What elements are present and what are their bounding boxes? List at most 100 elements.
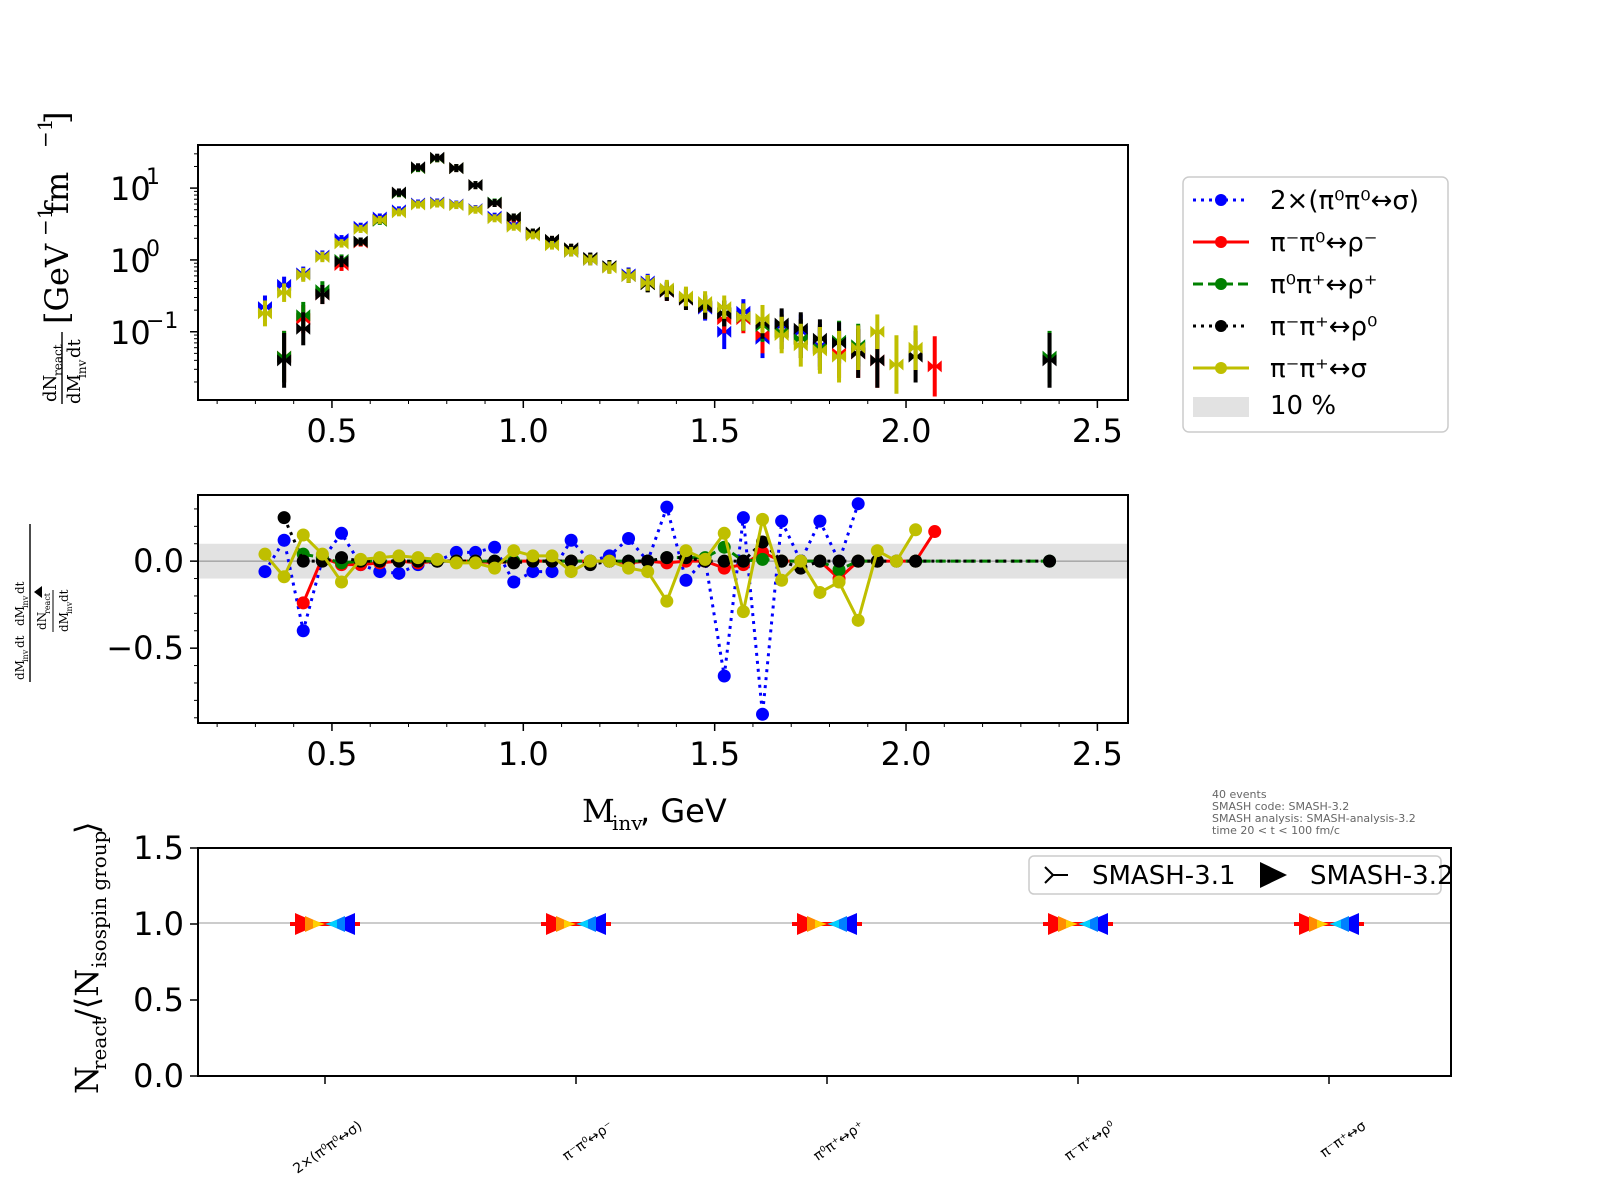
spectrum-s4-point <box>621 268 636 283</box>
ratio-s4-point <box>315 547 329 561</box>
legend: 2×(π⁰π⁰↔σ) π⁻π⁰↔ρ⁻ π⁰π⁺↔ρ⁺ π⁻π⁺↔ρ⁰ π⁻π⁺↔σ 10… <box>1182 176 1449 433</box>
spectrum-s4-point <box>468 203 483 216</box>
ratio-x-tick-label: 2.0 <box>881 735 932 773</box>
spectrum-s4-point <box>372 213 387 226</box>
spectrum-s4-marker <box>334 237 349 250</box>
ratio-s4-point <box>430 552 444 566</box>
yields-y-axis-label: N react /⟨N isospin group ⟩ <box>68 822 111 1094</box>
ratio-s4-point <box>277 570 291 584</box>
ratio-x-tick-label: 1.0 <box>498 735 549 773</box>
ratio-s4-point <box>813 585 827 599</box>
svg-text:/⟨N: /⟨N <box>68 969 106 1020</box>
ratio-s4-point <box>622 561 636 575</box>
ratio-s4-point <box>775 573 789 587</box>
spectrum-s3-point <box>468 179 483 192</box>
spectrum-s3-marker <box>870 354 885 367</box>
ratio-s0-point <box>660 500 674 514</box>
spectrum-s3-point <box>449 162 464 175</box>
ratio-s4-point <box>354 552 368 566</box>
spectrum-s4-point <box>870 314 885 350</box>
spectrum-s4-point <box>698 291 713 313</box>
spectrum-s4-marker <box>870 325 885 338</box>
legend-marker <box>1215 320 1227 332</box>
yield-point-smash-3-2 <box>1329 913 1359 935</box>
tri-right-icon <box>1044 866 1068 884</box>
ratio-s4-point <box>449 556 463 570</box>
run-info-line: SMASH code: SMASH-3.2 <box>1212 800 1349 813</box>
ratio-s0-point <box>622 532 636 546</box>
spectrum-s3-marker <box>315 288 330 301</box>
yields-panel: 0.0 0.5 1.0 1.5 2×(π⁰π⁰↔σ) π⁻π⁰↔ρ⁻ π⁰π⁺↔ρ⁺ π⁻π… <box>68 822 1454 1178</box>
ratio-s0-point <box>545 565 559 579</box>
ratio-s4-point <box>909 523 923 537</box>
ratio-s4-point <box>832 575 846 589</box>
legend-item: π⁻π⁺↔σ <box>1193 354 1367 384</box>
spectrum-s3-point <box>487 197 502 210</box>
ratio-s0-point <box>335 526 349 540</box>
ratio-s3-point <box>507 556 521 570</box>
xlabel-rest: , GeV <box>640 792 727 830</box>
ratio-s4-point <box>258 547 272 561</box>
spectrum-s4-point <box>545 239 560 252</box>
spectrum-s4-point <box>391 206 406 219</box>
spectrum-x-tick-label: 1.5 <box>689 412 740 450</box>
ratio-s4-point <box>698 552 712 566</box>
spectrum-s4-point <box>832 330 847 383</box>
spectrum-s4-marker <box>296 268 311 281</box>
spectrum-x-tick-label: 2.0 <box>881 412 932 450</box>
legend-frame <box>1182 176 1449 433</box>
spectrum-s4-point <box>908 325 923 371</box>
run-info-line: 40 events <box>1212 788 1267 801</box>
spectrum-s4-marker <box>353 222 368 235</box>
ratio-ylabel-num: dN <box>35 612 49 630</box>
spectrum-s3-point <box>391 186 406 199</box>
svg-text:dM: dM <box>13 606 27 626</box>
ratio-s4-point <box>660 594 674 608</box>
xlabel-sub: inv <box>612 811 643 835</box>
spectrum-s4-marker <box>621 269 636 282</box>
spectrum-s4-marker <box>851 341 866 354</box>
ratio-s4-point <box>468 556 482 570</box>
legend-item: π⁻π⁰↔ρ⁻ <box>1193 228 1377 258</box>
yields-y-tick-label: 1.5 <box>133 829 184 867</box>
spectrum-s4-marker <box>812 344 827 357</box>
spectrum-s4-marker <box>736 311 751 324</box>
spectrum-s4-marker <box>678 290 693 303</box>
legend-band-swatch <box>1193 397 1249 417</box>
spectrum-s4-marker <box>564 245 579 258</box>
ratio-s0-point <box>717 669 731 683</box>
spectrum-y-tick-base: 10 <box>110 314 151 352</box>
spectrum-s3-point <box>315 284 330 305</box>
ratio-s0-point <box>526 565 540 579</box>
spectrum-s3-marker <box>430 151 445 164</box>
ratio-s0-point <box>488 540 502 554</box>
spectrum-s3-marker <box>277 354 292 367</box>
spectrum-s3-point <box>411 161 426 174</box>
yield-marker-right-core <box>325 920 337 928</box>
ratio-s0-point <box>277 533 291 547</box>
ratio-s4-point <box>889 554 903 568</box>
spectrum-s4-point <box>774 316 789 354</box>
ylabel-num-sub: react <box>51 344 65 376</box>
yield-marker-right-core <box>1078 920 1090 928</box>
ratio-s4-point <box>641 565 655 579</box>
yields-y-tick-label: 0.5 <box>133 981 184 1019</box>
spectrum-s4-point <box>487 212 502 225</box>
svg-text:react: react <box>87 1017 111 1070</box>
spectrum-s3-marker <box>391 186 406 199</box>
yield-marker-left-core <box>815 920 827 928</box>
spectrum-s3-marker <box>468 179 483 192</box>
ratio-s4-point <box>373 551 387 565</box>
yield-marker-right-core <box>576 920 588 928</box>
spectrum-s4-point <box>564 245 579 258</box>
spectrum-s4-marker <box>698 295 713 308</box>
spectrum-s3-point <box>277 332 292 388</box>
spectrum-s3-point <box>334 255 349 268</box>
yields-category-label: π⁻π⁺↔σ <box>1317 1118 1369 1161</box>
ratio-s0-point <box>258 565 272 579</box>
ratio-panel: 0.5 1.0 1.5 2.0 2.5 0.0 −0.5 dM inv dt dM inv… <box>13 494 1129 835</box>
ylabel-num: dN <box>40 375 61 402</box>
spectrum-s3-point <box>296 312 311 346</box>
